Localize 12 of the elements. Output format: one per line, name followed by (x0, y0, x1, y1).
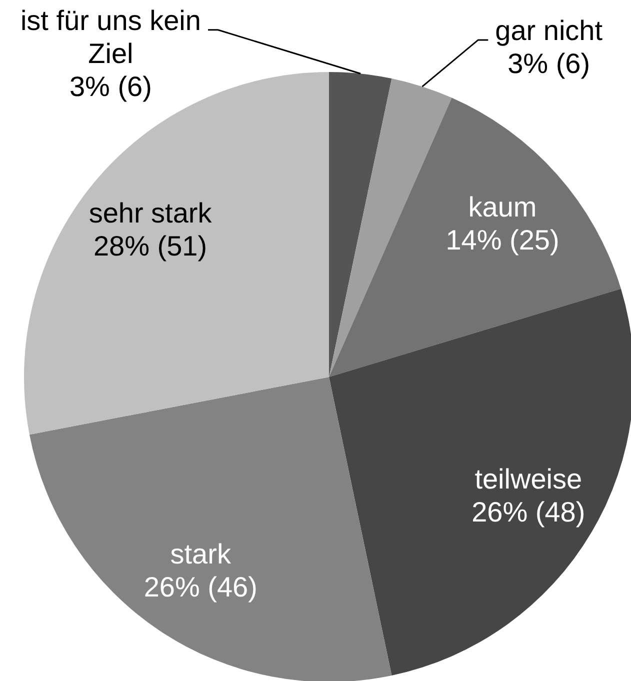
data-label: 26% (46) (144, 571, 258, 602)
data-label: 3% (6) (508, 48, 590, 79)
slice-label: gar nicht (495, 14, 603, 46)
slice-label: teilweise (474, 464, 582, 494)
data-label: 26% (48) (472, 496, 586, 528)
slice-label: sehr stark (88, 198, 213, 229)
data-label: 3% (6) (69, 70, 152, 102)
data-label: 14% (25) (446, 224, 560, 256)
slice-label: stark (170, 538, 232, 570)
slice-label: ist für uns kein Ziel (20, 4, 201, 69)
data-label: 28% (51) (93, 230, 208, 262)
slice-label: kaum (468, 192, 537, 223)
